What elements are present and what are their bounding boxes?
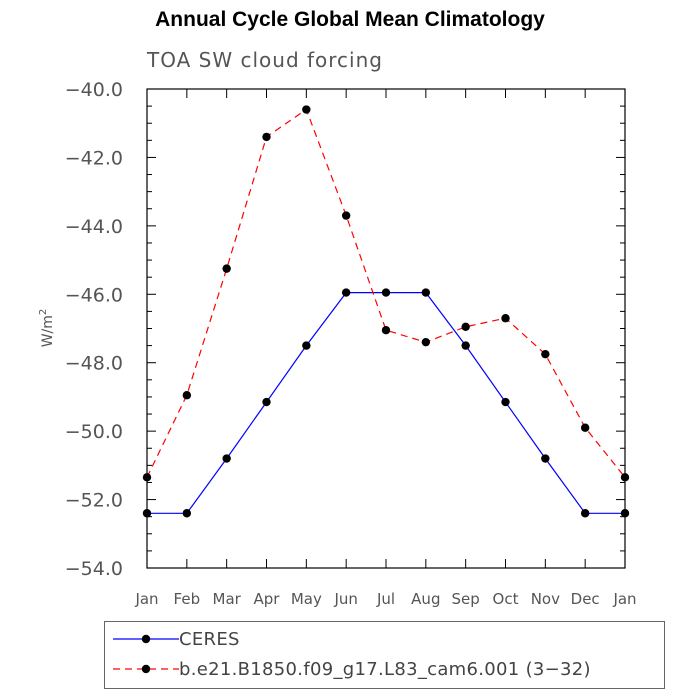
data-point-model: [461, 322, 470, 331]
data-point-model: [580, 423, 590, 432]
y-tick-label: −54.0: [65, 558, 123, 580]
legend-item-ceres: CERES: [105, 625, 240, 653]
x-tick-label: Dec: [571, 590, 600, 608]
series-line-ceres: [147, 292, 625, 514]
x-tick-label: Sep: [452, 590, 480, 608]
data-point-ceres: [262, 397, 271, 407]
legend-swatch-model: [113, 664, 179, 674]
data-point-ceres: [341, 288, 351, 297]
data-point-ceres: [541, 454, 550, 463]
y-tick-labels: −54.0 −52.0 −50.0 −48.0 −46.0 −44.0 −42.0 −40.0: [65, 79, 123, 580]
y-tick-label: −40.0: [65, 79, 123, 101]
x-tick-label: Feb: [174, 590, 201, 608]
data-point-ceres: [381, 288, 391, 297]
x-tick-label: Apr: [254, 590, 281, 608]
legend-item-model: b.e21.B1850.f09_g17.L83_cam6.001 (3−32): [105, 655, 591, 683]
y-tick-label: −46.0: [65, 284, 123, 306]
x-tick-label: Jan: [612, 590, 636, 608]
x-tick-label: Jun: [333, 590, 357, 608]
data-point-ceres: [421, 288, 431, 297]
y-tick-label: −42.0: [65, 147, 123, 169]
x-tick-labels: Jan Feb Mar Apr May Jun Jul Aug Sep Oct Nov Dec Jan: [134, 590, 636, 608]
data-point-model: [182, 391, 192, 400]
series-lines: [142, 105, 630, 518]
chart-title: Annual Cycle Global Mean Climatology: [155, 8, 545, 31]
data-point-ceres: [182, 509, 192, 518]
legend-label-model: b.e21.B1850.f09_g17.L83_cam6.001 (3−32): [179, 658, 591, 680]
data-point-model: [302, 105, 311, 114]
chart-legend: CERES b.e21.B1850.f09_g17.L83_cam6.001 (…: [104, 621, 665, 689]
y-tick-label: −50.0: [65, 421, 123, 443]
data-point-model: [421, 337, 431, 347]
data-point-model: [341, 211, 351, 220]
data-point-model: [262, 132, 271, 142]
y-axis-label: W/m2: [38, 309, 56, 348]
x-tick-label: Jul: [376, 590, 395, 608]
data-point-ceres: [461, 341, 470, 350]
data-point-model: [381, 326, 391, 335]
data-point-model: [501, 314, 510, 323]
data-point-model: [222, 264, 231, 273]
x-tick-label: Aug: [411, 590, 440, 608]
y-tick-label: −52.0: [65, 490, 123, 512]
data-point-model: [541, 349, 550, 359]
legend-swatch-ceres: [113, 634, 179, 644]
x-tick-label: May: [291, 590, 322, 608]
y-tick-label: −44.0: [65, 216, 123, 238]
x-tick-label: Oct: [493, 590, 519, 608]
x-tick-label: Mar: [213, 590, 242, 608]
x-tick-label: Nov: [531, 590, 560, 608]
data-point-ceres: [302, 341, 311, 350]
chart-subtitle: TOA SW cloud forcing: [147, 48, 383, 72]
data-point-ceres: [501, 397, 510, 407]
y-tick-label: −48.0: [65, 353, 123, 375]
plot-frame: [146, 88, 626, 569]
data-point-ceres: [580, 509, 590, 518]
x-tick-label: Jan: [134, 590, 158, 608]
data-point-ceres: [222, 454, 231, 463]
legend-label-ceres: CERES: [179, 628, 240, 650]
